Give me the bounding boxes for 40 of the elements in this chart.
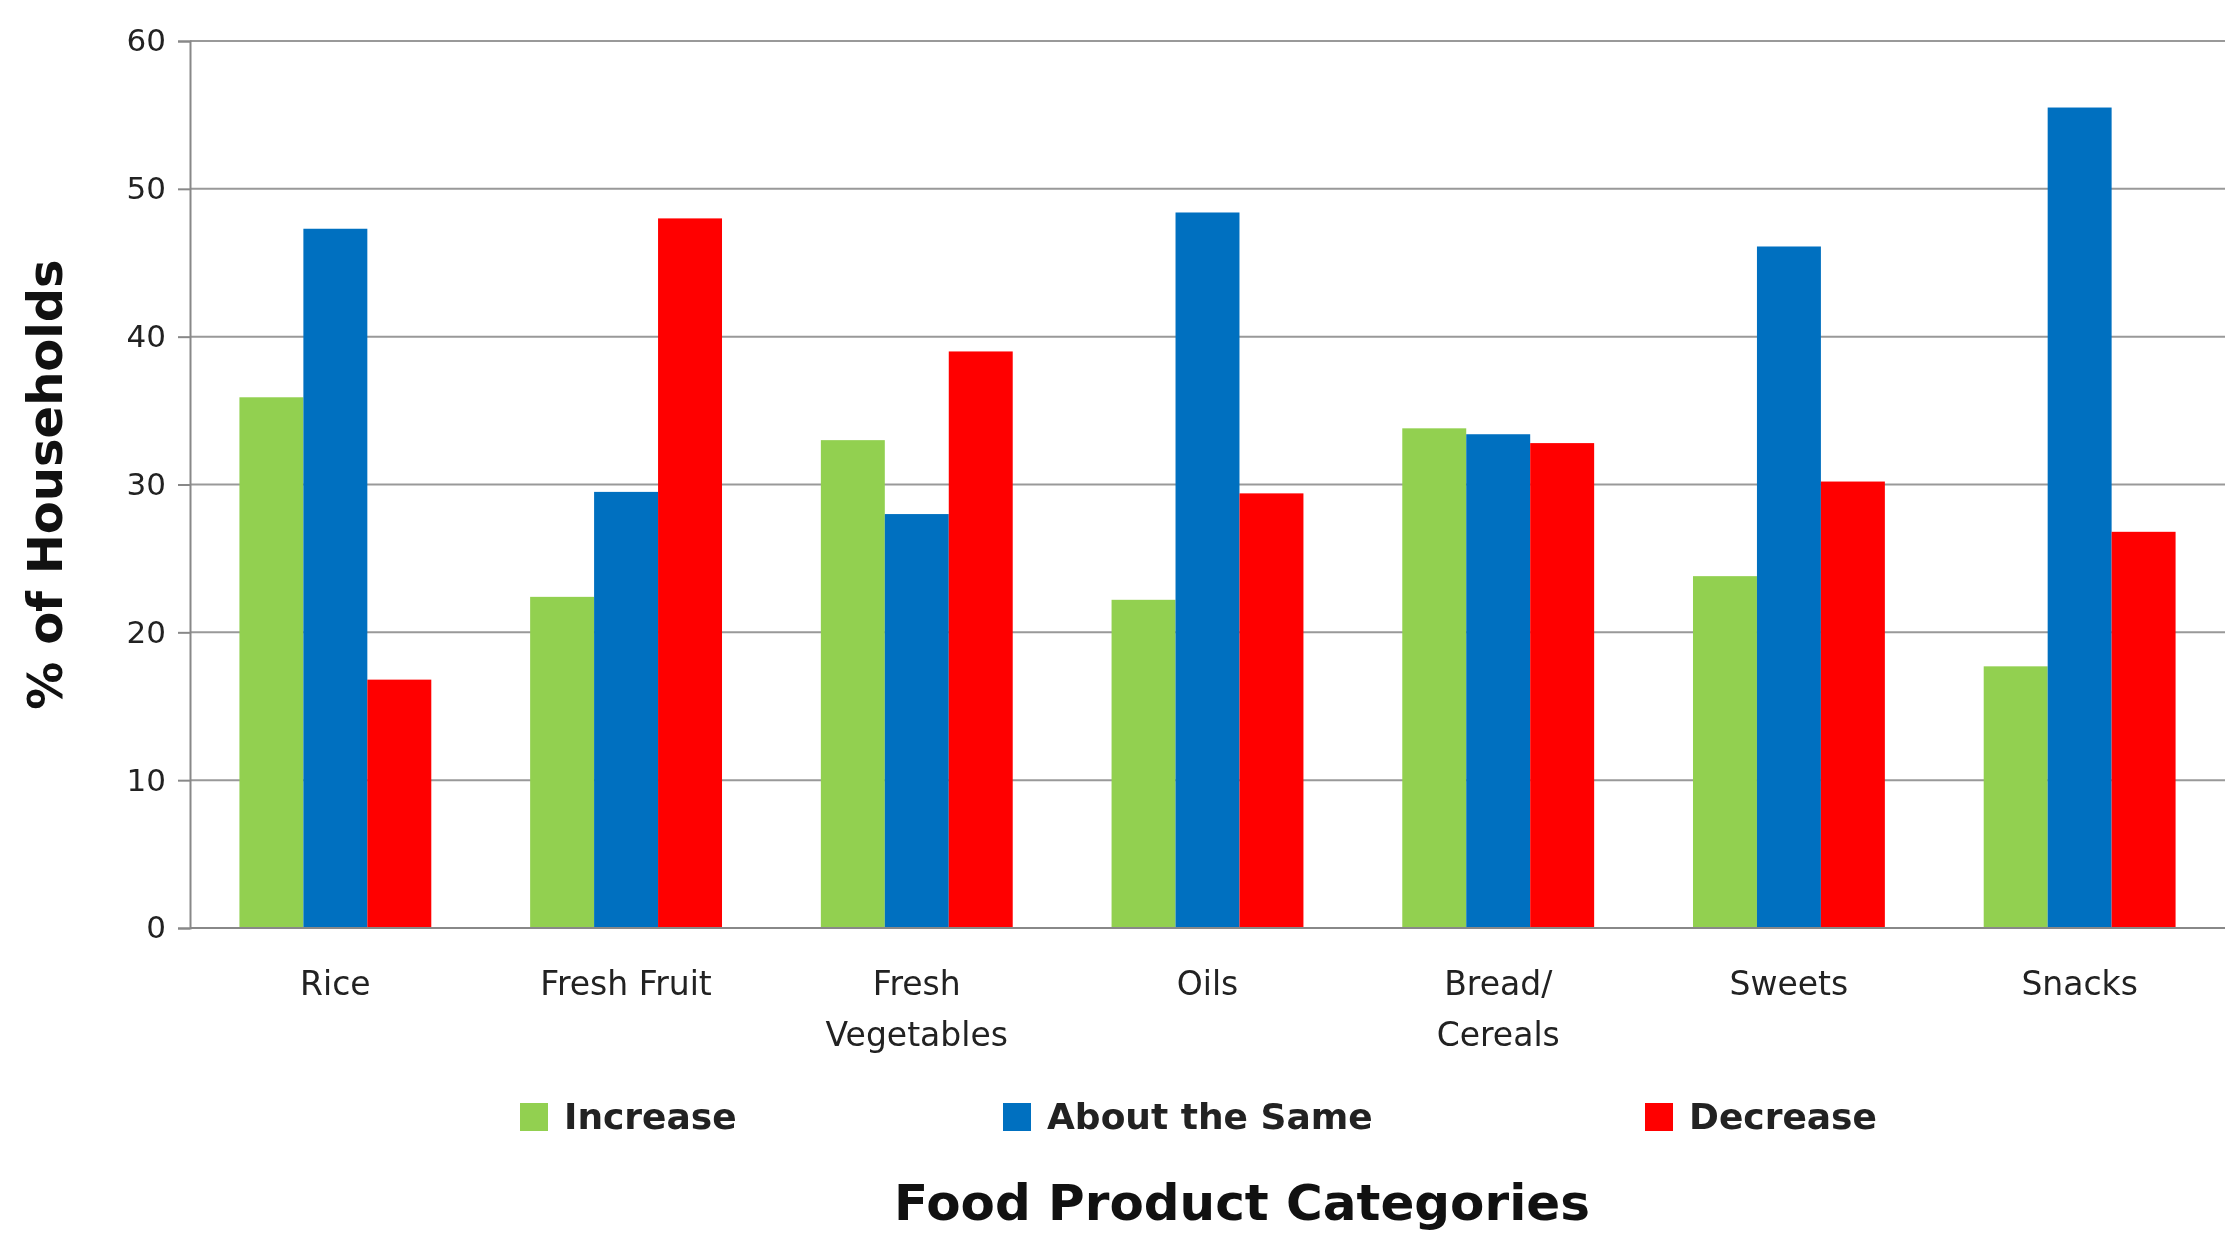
- bar: [1820, 481, 1885, 928]
- x-tick-label: Bread/ Cereals: [1436, 964, 1560, 1054]
- y-tick-label: 50: [126, 170, 166, 207]
- bar: [1466, 434, 1531, 928]
- bar: [2111, 531, 2176, 928]
- x-tick-label: Oils: [1176, 964, 1239, 1003]
- bar: [239, 397, 304, 928]
- bar: [1692, 576, 1757, 928]
- bar: [1756, 246, 1821, 928]
- y-tick-label: 0: [146, 909, 166, 946]
- x-tick-label: Rice: [300, 964, 371, 1003]
- bar: [820, 440, 885, 928]
- bar: [303, 228, 368, 928]
- bar: [594, 491, 659, 928]
- bar: [1175, 212, 1240, 928]
- legend-label: About the Same: [1047, 1096, 1373, 1137]
- bar: [367, 679, 432, 928]
- y-tick-label: 60: [126, 22, 166, 59]
- bar: [1983, 666, 2048, 928]
- y-tick-label: 20: [126, 613, 166, 650]
- legend-label: Decrease: [1689, 1096, 1877, 1137]
- bar: [884, 514, 949, 928]
- y-tick-label: 30: [126, 465, 166, 502]
- bar: [2047, 107, 2112, 928]
- x-axis-title: Food Product Categories: [894, 1174, 1590, 1232]
- y-axis-title: % of Households: [17, 259, 73, 710]
- legend-label: Increase: [564, 1096, 737, 1137]
- x-tick-label: Fresh Vegetables: [825, 964, 1008, 1054]
- bar: [1239, 493, 1304, 928]
- x-tick-label: Sweets: [1729, 964, 1849, 1003]
- bar: [1402, 428, 1467, 928]
- bar: [948, 351, 1013, 928]
- bar: [1530, 443, 1595, 928]
- bar: [658, 218, 723, 928]
- y-tick-label: 40: [126, 318, 166, 355]
- x-tick-label: Fresh Fruit: [540, 964, 712, 1003]
- bar: [530, 596, 595, 928]
- x-tick-label: Snacks: [2021, 964, 2138, 1003]
- bar: [1111, 599, 1176, 928]
- y-tick-label: 10: [126, 761, 166, 798]
